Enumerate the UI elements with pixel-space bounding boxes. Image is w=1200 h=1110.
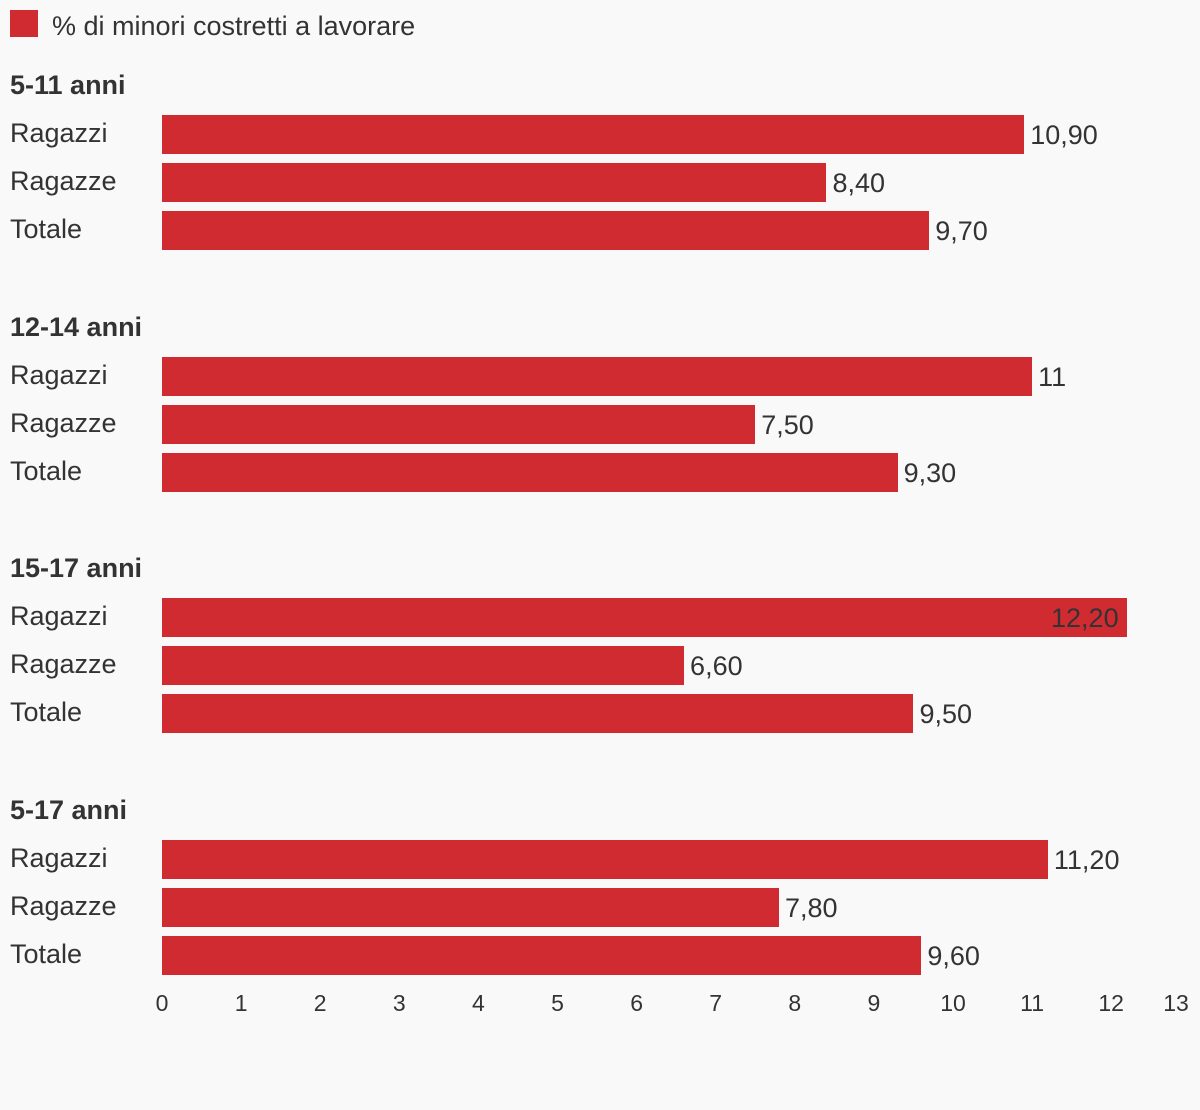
bar (162, 453, 898, 492)
bar (162, 840, 1048, 879)
value-label: 8,40 (832, 168, 885, 198)
row-label: Ragazze (10, 408, 117, 438)
bar (162, 646, 685, 685)
value-label: 11,20 (1053, 845, 1120, 875)
bar (162, 888, 779, 927)
row-label: Ragazze (10, 649, 117, 679)
row-label: Totale (10, 697, 83, 727)
row-label: Ragazze (10, 166, 117, 196)
bar (162, 211, 930, 250)
row-label: Ragazzi (10, 118, 108, 148)
row-label: Ragazzi (10, 360, 108, 390)
value-label: 6,60 (690, 651, 743, 681)
value-label: 12,20 (1051, 603, 1119, 633)
group-title: 5-11 anni (10, 70, 126, 100)
value-label: 9,50 (919, 699, 972, 729)
x-tick-label: 1 (234, 990, 248, 1016)
bar (162, 694, 914, 733)
value-label: 7,50 (761, 410, 814, 440)
x-tick-label: 3 (392, 990, 406, 1016)
x-tick-label: 0 (155, 990, 169, 1016)
value-label: 10,90 (1030, 120, 1098, 150)
x-tick-label: 5 (551, 990, 564, 1016)
row-label: Ragazze (10, 891, 117, 921)
group-title: 15-17 anni (10, 553, 143, 583)
group-title: 12-14 anni (10, 312, 143, 342)
x-tick-label: 10 (940, 990, 966, 1016)
legend-swatch (10, 10, 38, 37)
bar (162, 405, 756, 444)
row-label: Totale (10, 456, 83, 486)
x-tick-label: 2 (313, 990, 327, 1016)
row-label: Totale (10, 939, 83, 969)
bar (162, 936, 922, 975)
value-label: 11 (1038, 362, 1067, 392)
legend-label: % di minori costretti a lavorare (52, 11, 416, 41)
value-label: 9,60 (927, 941, 980, 971)
group-title: 5-17 anni (10, 795, 128, 825)
x-tick-label: 8 (788, 990, 802, 1016)
x-tick-label: 9 (867, 990, 881, 1016)
row-label: Totale (10, 214, 83, 244)
bar (162, 115, 1025, 154)
bar (162, 598, 1128, 637)
row-label: Ragazzi (10, 601, 108, 631)
x-tick-label: 13 (1163, 990, 1189, 1016)
bar (162, 357, 1033, 396)
value-label: 9,70 (935, 216, 988, 246)
x-tick-label: 4 (471, 990, 485, 1016)
x-tick-label: 6 (630, 990, 643, 1016)
x-tick-label: 11 (1020, 990, 1045, 1016)
value-label: 7,80 (784, 893, 838, 923)
row-label: Ragazzi (10, 843, 108, 873)
x-tick-label: 7 (709, 990, 723, 1016)
bar (162, 163, 827, 202)
x-tick-label: 12 (1098, 990, 1124, 1016)
value-label: 9,30 (903, 458, 957, 488)
